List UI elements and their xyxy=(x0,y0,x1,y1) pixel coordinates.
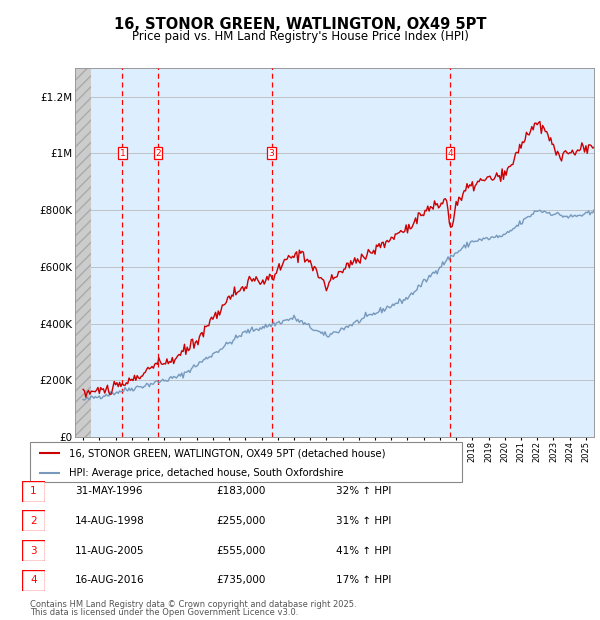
Text: 14-AUG-1998: 14-AUG-1998 xyxy=(75,516,145,526)
FancyBboxPatch shape xyxy=(22,510,45,531)
Text: £255,000: £255,000 xyxy=(216,516,265,526)
Text: 2: 2 xyxy=(30,516,37,526)
Text: Price paid vs. HM Land Registry's House Price Index (HPI): Price paid vs. HM Land Registry's House … xyxy=(131,30,469,43)
FancyBboxPatch shape xyxy=(22,540,45,561)
Text: 1: 1 xyxy=(119,149,125,158)
Text: 41% ↑ HPI: 41% ↑ HPI xyxy=(336,546,391,556)
Text: 16, STONOR GREEN, WATLINGTON, OX49 5PT: 16, STONOR GREEN, WATLINGTON, OX49 5PT xyxy=(114,17,486,32)
Text: 16, STONOR GREEN, WATLINGTON, OX49 5PT (detached house): 16, STONOR GREEN, WATLINGTON, OX49 5PT (… xyxy=(69,448,385,458)
Text: 4: 4 xyxy=(30,575,37,585)
Text: 2: 2 xyxy=(155,149,161,158)
Text: 4: 4 xyxy=(447,149,453,158)
Text: 31% ↑ HPI: 31% ↑ HPI xyxy=(336,516,391,526)
Text: 11-AUG-2005: 11-AUG-2005 xyxy=(75,546,145,556)
Text: HPI: Average price, detached house, South Oxfordshire: HPI: Average price, detached house, Sout… xyxy=(69,469,343,479)
Text: 1: 1 xyxy=(30,486,37,496)
Text: £735,000: £735,000 xyxy=(216,575,265,585)
Text: This data is licensed under the Open Government Licence v3.0.: This data is licensed under the Open Gov… xyxy=(30,608,298,617)
Text: 3: 3 xyxy=(30,546,37,556)
Text: 3: 3 xyxy=(269,149,274,158)
Text: 17% ↑ HPI: 17% ↑ HPI xyxy=(336,575,391,585)
FancyBboxPatch shape xyxy=(22,570,45,591)
FancyBboxPatch shape xyxy=(30,442,462,482)
Text: 16-AUG-2016: 16-AUG-2016 xyxy=(75,575,145,585)
Text: 31-MAY-1996: 31-MAY-1996 xyxy=(75,486,143,496)
Text: £555,000: £555,000 xyxy=(216,546,265,556)
Bar xyxy=(75,68,91,437)
Text: Contains HM Land Registry data © Crown copyright and database right 2025.: Contains HM Land Registry data © Crown c… xyxy=(30,600,356,609)
FancyBboxPatch shape xyxy=(22,480,45,502)
Text: 32% ↑ HPI: 32% ↑ HPI xyxy=(336,486,391,496)
Text: £183,000: £183,000 xyxy=(216,486,265,496)
